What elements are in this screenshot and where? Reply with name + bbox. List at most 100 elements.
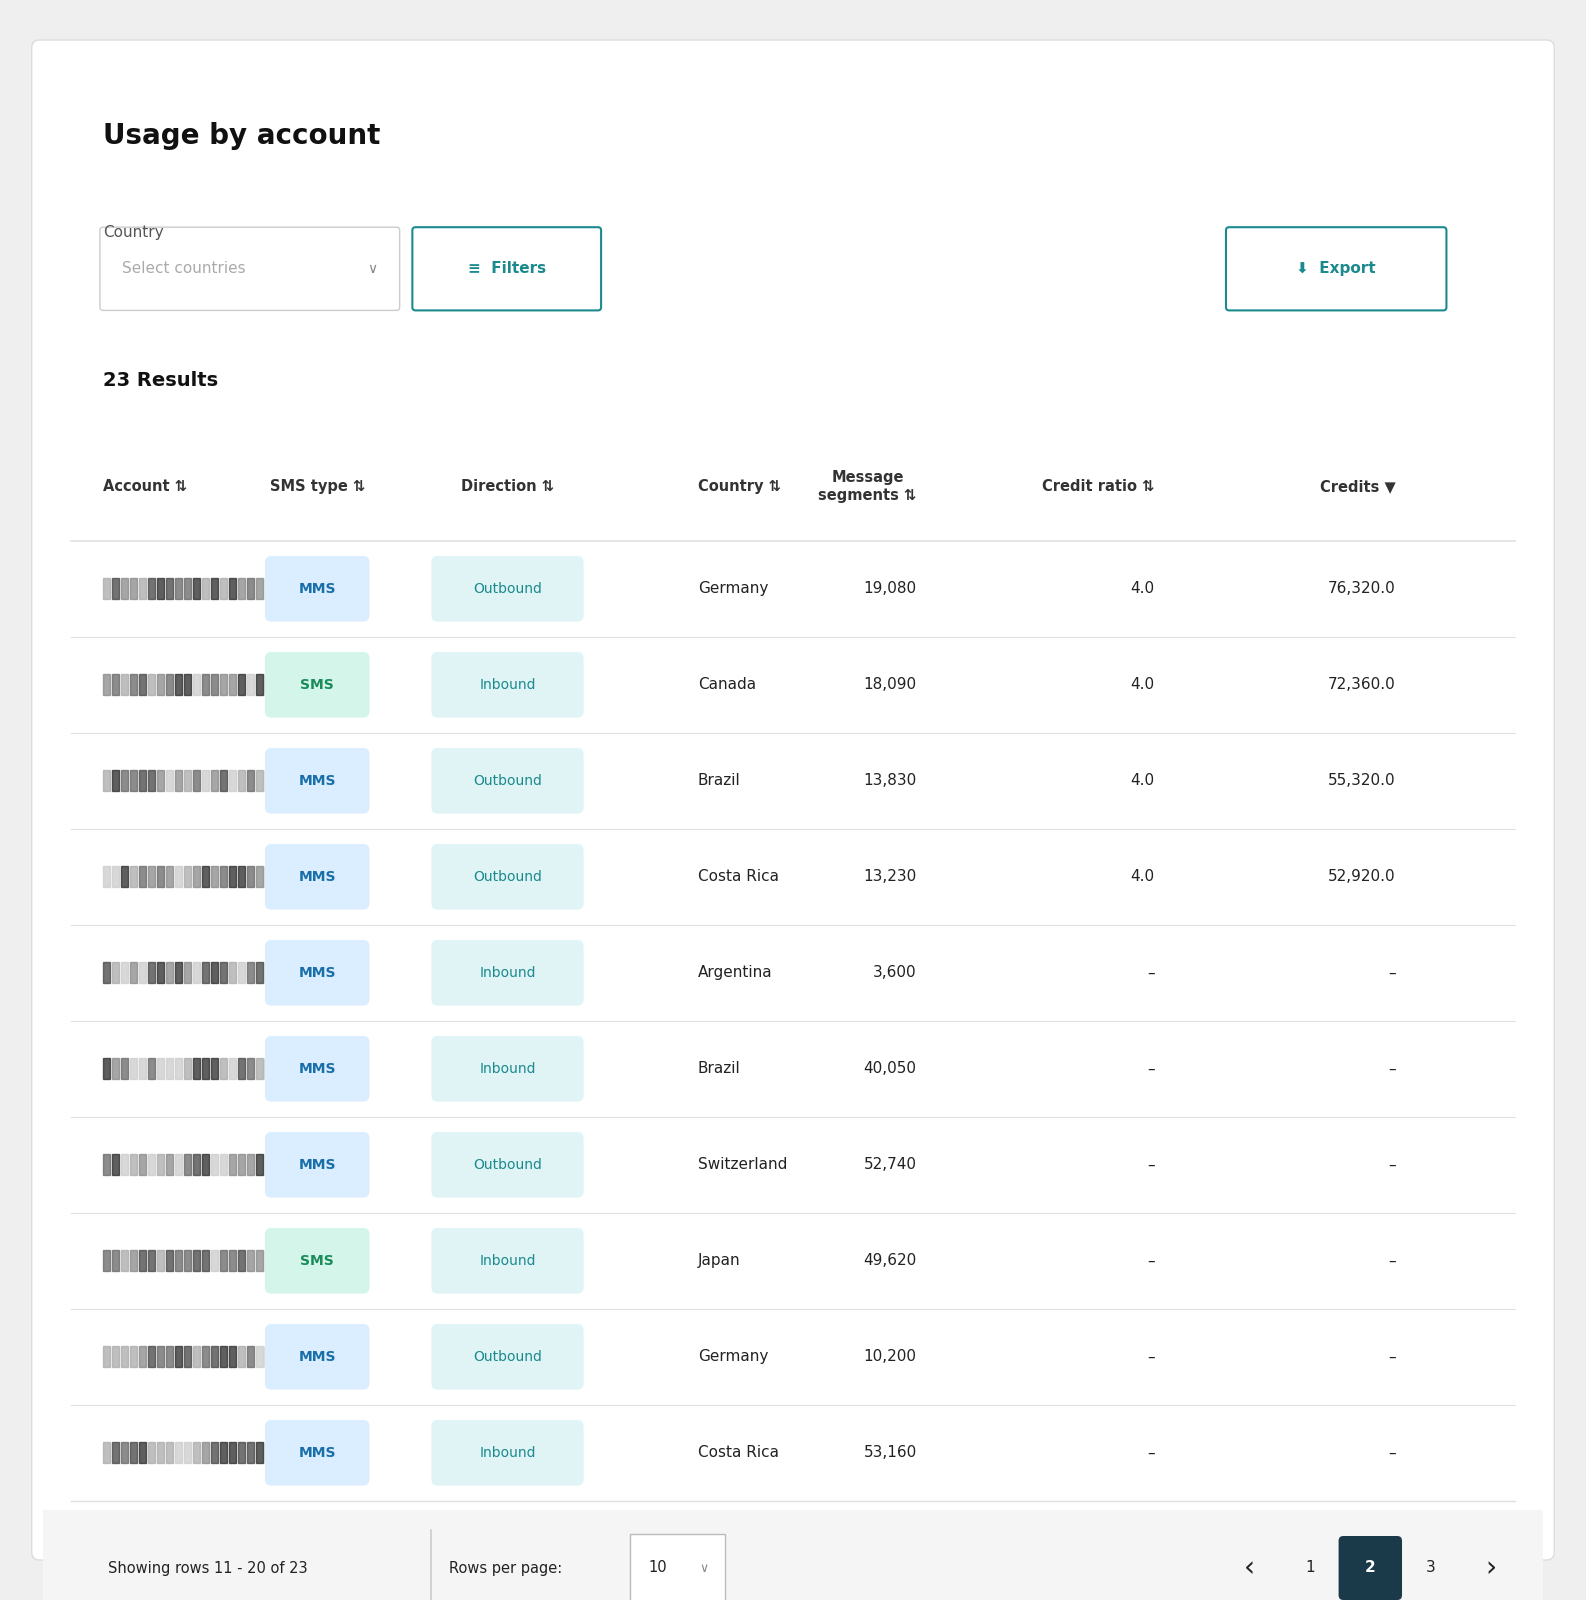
- FancyBboxPatch shape: [431, 1325, 584, 1389]
- Text: –: –: [1147, 1253, 1155, 1269]
- Bar: [203, 1251, 209, 1272]
- Bar: [265, 1347, 273, 1366]
- Bar: [274, 770, 281, 792]
- FancyBboxPatch shape: [1339, 1536, 1402, 1600]
- Text: Direction ⇅: Direction ⇅: [462, 478, 554, 494]
- Bar: [211, 1155, 217, 1176]
- Bar: [121, 1443, 128, 1464]
- Bar: [174, 1347, 182, 1366]
- Bar: [203, 578, 209, 600]
- Text: ∨: ∨: [699, 1562, 709, 1574]
- Bar: [257, 578, 263, 600]
- Bar: [257, 1251, 263, 1272]
- Bar: [247, 675, 254, 696]
- Bar: [130, 1443, 136, 1464]
- Text: Inbound: Inbound: [479, 966, 536, 979]
- Bar: [220, 867, 227, 886]
- FancyBboxPatch shape: [265, 845, 370, 909]
- Bar: [211, 1347, 217, 1366]
- Bar: [184, 770, 190, 792]
- Bar: [203, 1155, 209, 1176]
- Bar: [247, 1347, 254, 1366]
- Bar: [238, 770, 244, 792]
- Bar: [203, 963, 209, 982]
- Bar: [130, 1251, 136, 1272]
- Bar: [113, 867, 119, 886]
- Bar: [247, 578, 254, 600]
- Bar: [121, 1155, 128, 1176]
- Bar: [230, 963, 236, 982]
- Text: 13,830: 13,830: [863, 773, 917, 789]
- Text: –: –: [1388, 1349, 1396, 1365]
- Bar: [103, 578, 109, 600]
- Bar: [157, 770, 163, 792]
- Bar: [174, 1059, 182, 1080]
- FancyBboxPatch shape: [265, 941, 370, 1006]
- Bar: [121, 578, 128, 600]
- Bar: [184, 963, 190, 982]
- Bar: [157, 1251, 163, 1272]
- Bar: [230, 578, 236, 600]
- Bar: [157, 867, 163, 886]
- Bar: [121, 1059, 128, 1080]
- Bar: [265, 1155, 273, 1176]
- Bar: [238, 675, 244, 696]
- Bar: [230, 1347, 236, 1366]
- Text: Outbound: Outbound: [473, 1158, 542, 1171]
- FancyBboxPatch shape: [100, 227, 400, 310]
- Bar: [140, 1059, 146, 1080]
- Bar: [184, 1155, 190, 1176]
- Text: Country ⇅: Country ⇅: [698, 478, 780, 494]
- Bar: [130, 867, 136, 886]
- Text: Inbound: Inbound: [479, 1062, 536, 1075]
- Text: –: –: [1388, 1253, 1396, 1269]
- Bar: [265, 770, 273, 792]
- Bar: [157, 1347, 163, 1366]
- Bar: [257, 1155, 263, 1176]
- FancyBboxPatch shape: [265, 1229, 370, 1293]
- Bar: [140, 1443, 146, 1464]
- FancyBboxPatch shape: [265, 1325, 370, 1389]
- Text: 1: 1: [1305, 1560, 1315, 1576]
- Text: MMS: MMS: [298, 966, 336, 979]
- Text: ›: ›: [1484, 1554, 1497, 1582]
- Text: ⬇  Export: ⬇ Export: [1296, 261, 1377, 277]
- FancyBboxPatch shape: [43, 1510, 1543, 1600]
- Bar: [238, 1443, 244, 1464]
- Text: Brazil: Brazil: [698, 773, 741, 789]
- Text: –: –: [1388, 1445, 1396, 1461]
- Bar: [257, 1347, 263, 1366]
- Bar: [103, 963, 109, 982]
- FancyBboxPatch shape: [431, 653, 584, 718]
- Bar: [257, 867, 263, 886]
- Bar: [193, 770, 200, 792]
- Bar: [147, 578, 155, 600]
- Bar: [230, 1155, 236, 1176]
- Bar: [130, 675, 136, 696]
- Bar: [220, 1059, 227, 1080]
- Bar: [140, 770, 146, 792]
- Bar: [174, 1155, 182, 1176]
- FancyBboxPatch shape: [265, 749, 370, 814]
- Bar: [211, 867, 217, 886]
- Bar: [147, 675, 155, 696]
- Text: 55,320.0: 55,320.0: [1327, 773, 1396, 789]
- Bar: [140, 1347, 146, 1366]
- Text: 72,360.0: 72,360.0: [1327, 677, 1396, 693]
- Bar: [157, 1059, 163, 1080]
- Bar: [167, 578, 173, 600]
- Text: 2: 2: [1366, 1560, 1375, 1576]
- Bar: [230, 867, 236, 886]
- Bar: [130, 1347, 136, 1366]
- Bar: [211, 578, 217, 600]
- Bar: [157, 1443, 163, 1464]
- FancyBboxPatch shape: [431, 845, 584, 909]
- Bar: [147, 1251, 155, 1272]
- FancyBboxPatch shape: [431, 1421, 584, 1486]
- Bar: [230, 1251, 236, 1272]
- Bar: [257, 963, 263, 982]
- Bar: [113, 578, 119, 600]
- Bar: [274, 578, 281, 600]
- Text: –: –: [1388, 1157, 1396, 1173]
- Bar: [193, 867, 200, 886]
